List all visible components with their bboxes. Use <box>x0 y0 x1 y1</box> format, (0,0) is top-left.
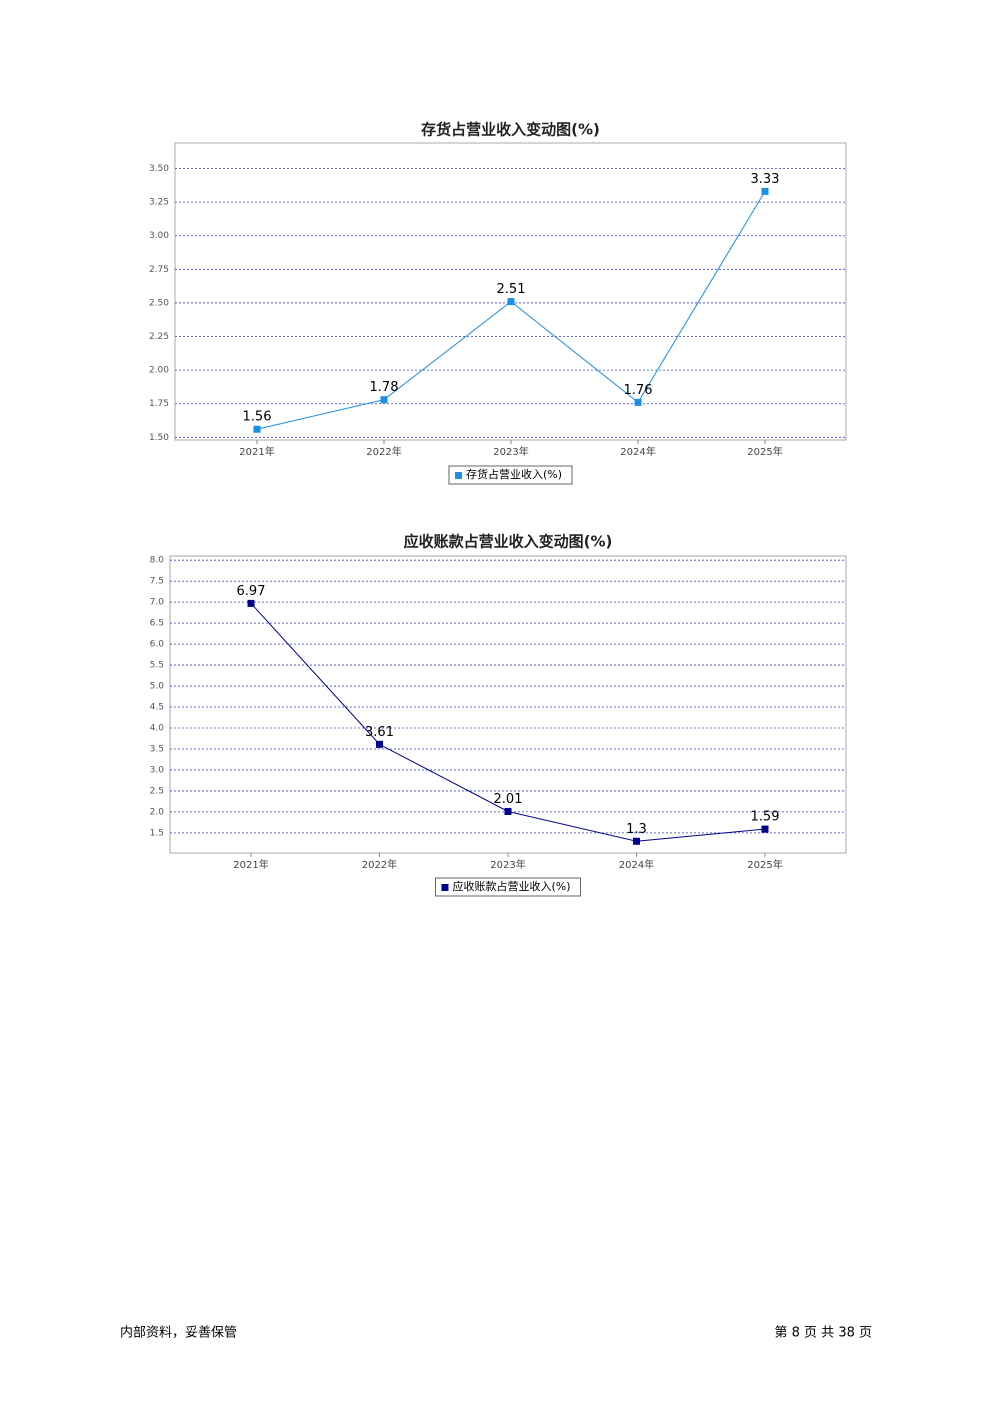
legend-label: 应收账款占营业收入(%) <box>452 879 570 893</box>
y-tick-label: 6.0 <box>150 640 165 650</box>
x-tick-label: 2023年 <box>493 445 528 458</box>
data-label: 3.33 <box>751 172 780 187</box>
x-tick-label: 2022年 <box>362 858 397 871</box>
point-marker <box>253 425 261 433</box>
y-tick-label: 3.00 <box>149 231 169 241</box>
y-tick-label: 1.50 <box>149 433 169 443</box>
data-label: 3.61 <box>365 725 394 740</box>
y-tick-label: 2.0 <box>150 807 165 817</box>
x-tick-label: 2024年 <box>620 445 655 458</box>
y-tick-label: 2.75 <box>149 265 169 275</box>
y-tick-label: 2.5 <box>150 786 164 796</box>
y-tick-label: 1.5 <box>150 828 164 838</box>
data-label: 1.78 <box>370 380 399 395</box>
point-marker <box>634 398 642 406</box>
footer-page: 第 8 页 共 38 页 <box>775 1326 872 1341</box>
x-tick-label: 2023年 <box>490 858 525 871</box>
point-marker <box>761 825 769 833</box>
data-label: 6.97 <box>237 584 266 599</box>
point-marker <box>380 396 388 404</box>
y-tick-label: 2.00 <box>149 366 169 376</box>
y-tick-label: 7.5 <box>150 577 164 587</box>
y-tick-label: 2.25 <box>149 332 169 342</box>
x-tick-label: 2024年 <box>619 858 654 871</box>
point-marker <box>633 837 640 845</box>
x-tick-label: 2022年 <box>366 445 401 458</box>
legend-box <box>448 465 573 485</box>
y-tick-label: 4.0 <box>150 723 165 733</box>
y-tick-label: 2.50 <box>149 298 169 308</box>
data-label: 1.56 <box>243 410 272 425</box>
legend-swatch <box>441 884 449 891</box>
y-tick-label: 3.50 <box>149 164 169 174</box>
x-tick-label: 2025年 <box>747 858 782 871</box>
x-tick-label: 2021年 <box>239 445 274 458</box>
y-tick-label: 1.75 <box>149 399 169 409</box>
y-tick-label: 6.5 <box>150 619 164 629</box>
footer-left: 内部资料，妥善保管 <box>120 1325 237 1341</box>
point-marker <box>247 599 255 607</box>
legend-box <box>434 877 582 897</box>
y-tick-label: 5.0 <box>150 682 165 692</box>
y-tick-label: 4.5 <box>150 703 164 713</box>
y-tick-label: 7.0 <box>150 598 165 608</box>
legend-label: 存货占营业收入(%) <box>466 467 562 481</box>
y-tick-label: 3.0 <box>150 765 165 775</box>
data-label: 2.51 <box>497 282 526 297</box>
point-marker <box>376 740 383 748</box>
point-marker <box>507 298 515 306</box>
chart-title: 应收账款占营业收入变动图(%) <box>404 533 613 551</box>
series-line <box>256 191 766 430</box>
data-label: 2.01 <box>494 792 523 807</box>
y-tick-label: 5.5 <box>150 661 164 671</box>
y-tick-label: 3.25 <box>149 198 169 208</box>
y-tick-label: 8.0 <box>150 556 165 566</box>
y-tick-label: 3.5 <box>150 744 164 754</box>
point-marker <box>761 187 769 195</box>
data-label: 1.76 <box>624 383 653 398</box>
data-label: 1.3 <box>626 822 647 837</box>
chart-title: 存货占营业收入变动图(%) <box>421 121 600 139</box>
x-tick-label: 2021年 <box>233 858 268 871</box>
legend-swatch <box>454 472 462 479</box>
x-tick-label: 2025年 <box>747 445 782 458</box>
data-label: 1.59 <box>751 810 780 825</box>
point-marker <box>504 807 512 815</box>
